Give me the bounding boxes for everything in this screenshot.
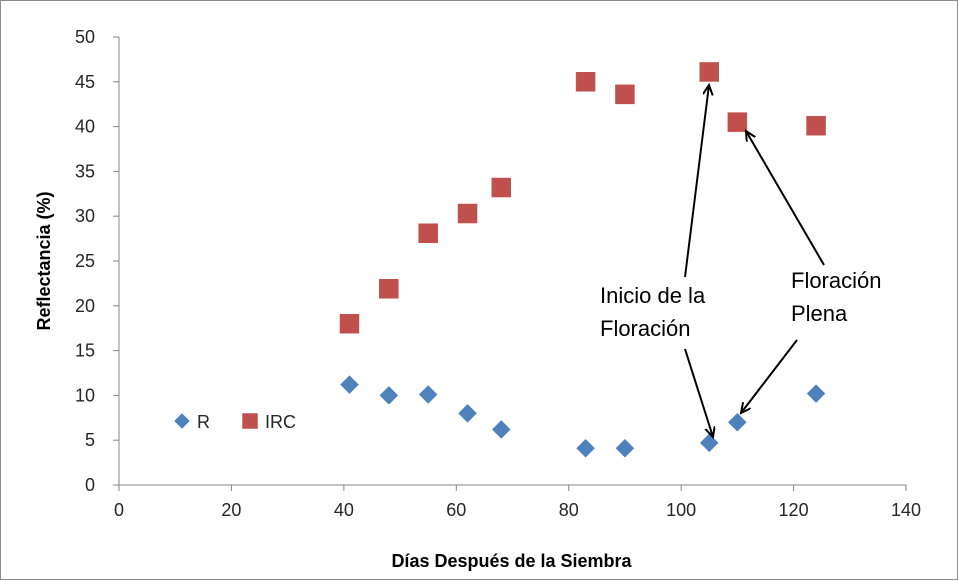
y-tick-label: 35 bbox=[75, 161, 95, 181]
point-irc-90 bbox=[615, 84, 635, 105]
x-tick-label: 100 bbox=[666, 500, 696, 520]
legend-marker-r bbox=[174, 413, 190, 429]
point-r-41 bbox=[340, 375, 359, 395]
y-tick-label: 20 bbox=[75, 296, 95, 316]
point-r-90 bbox=[615, 438, 635, 458]
x-tick-label: 140 bbox=[891, 500, 921, 520]
point-irc-48 bbox=[379, 279, 399, 299]
x-axis-title: Días Después de la Siembra bbox=[391, 551, 632, 571]
point-r-68 bbox=[491, 420, 511, 439]
annotations: Inicio de la Floración Floración Plena bbox=[600, 85, 881, 437]
y-tick-label: 25 bbox=[75, 251, 95, 271]
y-tick-label: 40 bbox=[75, 117, 95, 137]
tick-labels: 0 5 10 15 20 25 30 35 40 45 50 0 20 40 60 80 100 120 140 bbox=[75, 27, 921, 520]
point-irc-41 bbox=[339, 313, 360, 334]
x-tick-label: 120 bbox=[779, 500, 809, 520]
point-r-105 bbox=[699, 433, 719, 453]
point-r-83 bbox=[576, 438, 595, 458]
annotation-label-1-line-2: Floración bbox=[600, 316, 690, 341]
y-tick-label: 10 bbox=[75, 385, 95, 405]
y-tick-label: 5 bbox=[85, 430, 95, 450]
annotation-arrow-1-1 bbox=[684, 85, 709, 278]
point-r-124 bbox=[806, 384, 826, 403]
x-tick-label: 40 bbox=[334, 500, 354, 520]
y-tick-label: 0 bbox=[85, 475, 95, 495]
point-irc-68 bbox=[491, 177, 512, 198]
point-r-55 bbox=[418, 385, 438, 404]
annotation-arrow-2-1 bbox=[746, 131, 825, 266]
legend-marker-irc bbox=[242, 413, 258, 429]
point-r-48 bbox=[379, 386, 399, 405]
point-irc-55 bbox=[418, 223, 438, 243]
legend-label-r: R bbox=[197, 412, 210, 432]
y-tick-label: 50 bbox=[75, 27, 95, 47]
y-axis-title: Reflectancia (%) bbox=[34, 191, 54, 330]
axes bbox=[113, 36, 907, 491]
point-irc-110 bbox=[727, 112, 748, 132]
legend-label-irc: IRC bbox=[265, 412, 296, 432]
x-tick-label: 20 bbox=[221, 500, 241, 520]
legend: R IRC bbox=[174, 412, 296, 432]
point-irc-124 bbox=[806, 115, 826, 136]
point-r-110 bbox=[728, 412, 747, 432]
annotation-label-2-line-1: Floración bbox=[791, 268, 881, 293]
y-tick-label: 15 bbox=[75, 341, 95, 361]
y-tick-label: 30 bbox=[75, 206, 95, 226]
annotation-label-2-line-2: Plena bbox=[791, 301, 848, 326]
x-tick-label: 80 bbox=[559, 500, 579, 520]
point-r-62 bbox=[458, 403, 477, 423]
x-tick-label: 0 bbox=[114, 500, 124, 520]
point-irc-83 bbox=[575, 72, 596, 92]
y-tick-label: 45 bbox=[75, 72, 95, 92]
annotation-label-1-line-1: Inicio de la bbox=[600, 283, 706, 308]
annotation-arrow-1-2 bbox=[684, 348, 713, 437]
point-irc-105 bbox=[699, 62, 719, 82]
point-irc-62 bbox=[457, 203, 478, 224]
annotation-arrow-2-2 bbox=[741, 339, 798, 413]
x-tick-label: 60 bbox=[446, 500, 466, 520]
